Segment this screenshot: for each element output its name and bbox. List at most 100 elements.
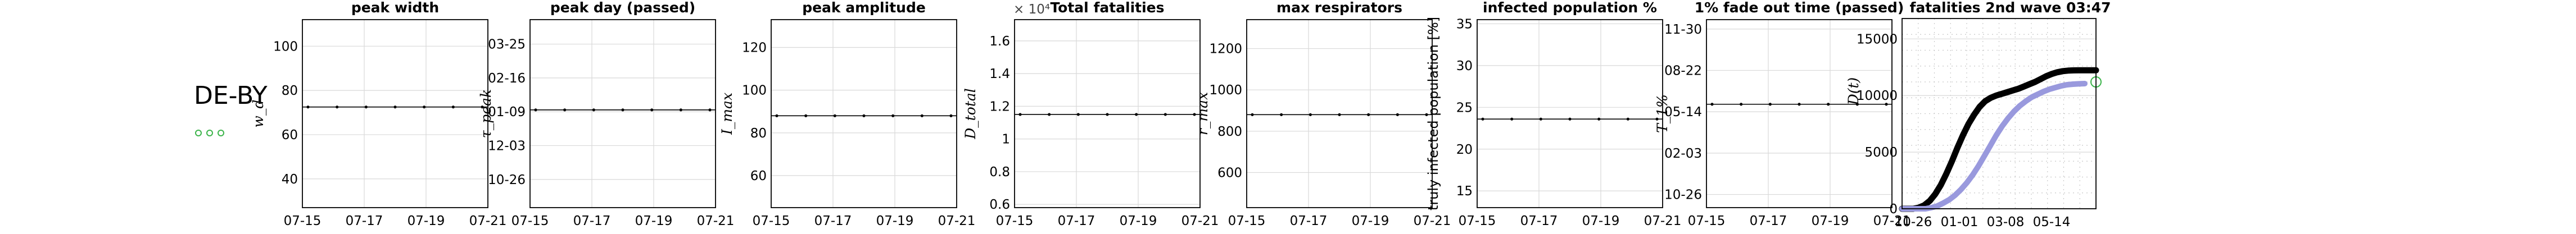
data-point bbox=[1309, 113, 1312, 116]
data-point bbox=[1626, 117, 1629, 121]
data-point bbox=[1885, 103, 1888, 106]
data-point bbox=[920, 114, 923, 117]
y-tick-label: 35 bbox=[1456, 17, 1473, 31]
data-point bbox=[1855, 103, 1859, 106]
data-point bbox=[1798, 103, 1801, 106]
y-tick-label: 0.6 bbox=[989, 198, 1010, 212]
x-tick-label: 07-15 bbox=[1228, 214, 1266, 228]
data-point bbox=[1076, 113, 1080, 116]
x-tick-label: 07-21 bbox=[697, 214, 735, 228]
y-tick-label: 80 bbox=[282, 84, 298, 98]
y-axis-label: I_max bbox=[719, 93, 735, 135]
data-point bbox=[1338, 113, 1341, 116]
region-label: DE-BY bbox=[194, 81, 268, 110]
x-tick-label: 05-14 bbox=[2033, 215, 2071, 230]
data-point bbox=[862, 114, 866, 117]
axis-exponent: × 10⁴ bbox=[1013, 2, 1050, 17]
y-tick-label: 30 bbox=[1456, 59, 1473, 74]
data-point bbox=[949, 114, 953, 117]
y-tick-label: 05-14 bbox=[1664, 105, 1702, 120]
data-point bbox=[1710, 103, 1714, 106]
y-tick-label: 1.4 bbox=[989, 67, 1010, 81]
data-point bbox=[1481, 117, 1484, 121]
x-tick-label: 07-17 bbox=[814, 214, 852, 228]
data-point bbox=[891, 114, 895, 117]
y-tick-label: 25 bbox=[1456, 100, 1473, 115]
data-point bbox=[1827, 103, 1830, 106]
data-point bbox=[1740, 103, 1743, 106]
chart-title: fatalities 2nd wave 03:47 bbox=[1909, 0, 2111, 16]
x-tick-label: 07-21 bbox=[1414, 214, 1451, 228]
data-point bbox=[592, 108, 595, 112]
data-point bbox=[364, 105, 368, 109]
y-tick-label: 11-30 bbox=[1664, 22, 1702, 37]
y-tick-label: 60 bbox=[750, 169, 767, 183]
data-point bbox=[775, 114, 778, 117]
panel-total-fatalities: Total fatalities× 10⁴ 07-15 07-17 07-19 07-2… bbox=[962, 0, 1219, 228]
data-point bbox=[306, 105, 310, 109]
fatalities-series-line bbox=[1899, 67, 2099, 212]
y-tick-label: 02-03 bbox=[1664, 146, 1702, 161]
x-tick-label: 07-19 bbox=[1812, 214, 1849, 228]
data-point bbox=[1568, 117, 1572, 121]
y-axis-label: D_total bbox=[962, 88, 979, 140]
x-tick-label: 07-19 bbox=[635, 214, 673, 228]
data-point bbox=[679, 108, 682, 112]
y-tick-label: 0.8 bbox=[989, 165, 1010, 180]
x-tick-label: 07-15 bbox=[996, 214, 1034, 228]
y-tick-label: 800 bbox=[1217, 125, 1242, 139]
data-point bbox=[1597, 117, 1601, 121]
y-tick-label: 15000 bbox=[1857, 32, 1898, 47]
x-tick-label: 07-15 bbox=[1459, 214, 1496, 228]
data-point bbox=[1106, 113, 1109, 116]
y-tick-label: 0 bbox=[1889, 202, 1898, 217]
x-tick-label: 07-21 bbox=[1873, 214, 1911, 228]
y-tick-label: 12-03 bbox=[488, 139, 526, 153]
data-point bbox=[1539, 117, 1542, 121]
panel-peak-amplitude: peak amplitude 07-15 07-17 07-19 07-21 60 80 10… bbox=[719, 0, 976, 228]
x-tick-label: 07-19 bbox=[876, 214, 914, 228]
data-point bbox=[393, 105, 397, 109]
x-tick-label: 07-21 bbox=[1644, 214, 1682, 228]
region-marker-dots bbox=[195, 130, 224, 136]
y-tick-label: 1.2 bbox=[989, 99, 1010, 114]
y-tick-label: 80 bbox=[750, 126, 767, 141]
y-tick-label: 100 bbox=[742, 84, 767, 98]
x-tick-label: 07-19 bbox=[1352, 214, 1389, 228]
data-point bbox=[451, 105, 455, 109]
y-tick-label: 10-26 bbox=[1664, 188, 1702, 203]
y-tick-label: 5000 bbox=[1864, 145, 1898, 160]
region-marker-dot bbox=[218, 130, 224, 136]
fatalities-model-line bbox=[1899, 81, 2088, 212]
fatalities-chart: fatalities 2nd wave 03:47 0 5000 10000 15000… bbox=[1845, 0, 2111, 230]
x-tick-label: 07-17 bbox=[1750, 214, 1787, 228]
data-point bbox=[534, 108, 537, 112]
y-tick-label: 1000 bbox=[1209, 83, 1242, 98]
x-tick-label: 03-08 bbox=[1987, 215, 2025, 230]
x-tick-label: 07-17 bbox=[573, 214, 611, 228]
x-tick-label: 10-26 bbox=[1895, 215, 1932, 230]
panel-title: 1% fade out time (passed) bbox=[1695, 0, 1904, 16]
y-tick-label: 08-22 bbox=[1664, 63, 1702, 78]
y-tick-label: 15 bbox=[1456, 184, 1473, 199]
data-point bbox=[833, 114, 836, 117]
panel-peak-width: peak width 07-15 07-17 07-19 07-21 40 60 80 100 w… bbox=[250, 0, 506, 228]
panel-title: max respirators bbox=[1276, 0, 1402, 16]
data-point bbox=[804, 114, 808, 117]
data-point bbox=[1048, 113, 1051, 116]
x-tick-label: 07-21 bbox=[938, 214, 976, 228]
x-tick-label: 07-19 bbox=[1120, 214, 1157, 228]
y-tick-label: 1200 bbox=[1209, 42, 1242, 57]
data-point bbox=[563, 108, 567, 112]
panel-title: peak amplitude bbox=[802, 0, 926, 16]
data-point bbox=[1510, 117, 1514, 121]
data-point bbox=[621, 108, 624, 112]
data-point bbox=[1135, 113, 1138, 116]
y-axis-label: r_max bbox=[1194, 92, 1211, 135]
panel-infected-population: infected population % 07-15 07-17 07-19 07-2… bbox=[1425, 0, 1682, 228]
region-marker-dot bbox=[195, 130, 202, 136]
data-point bbox=[1018, 113, 1022, 116]
y-tick-label: 1.6 bbox=[989, 34, 1010, 49]
x-tick-label: 07-19 bbox=[408, 214, 445, 228]
data-point bbox=[1163, 113, 1167, 116]
